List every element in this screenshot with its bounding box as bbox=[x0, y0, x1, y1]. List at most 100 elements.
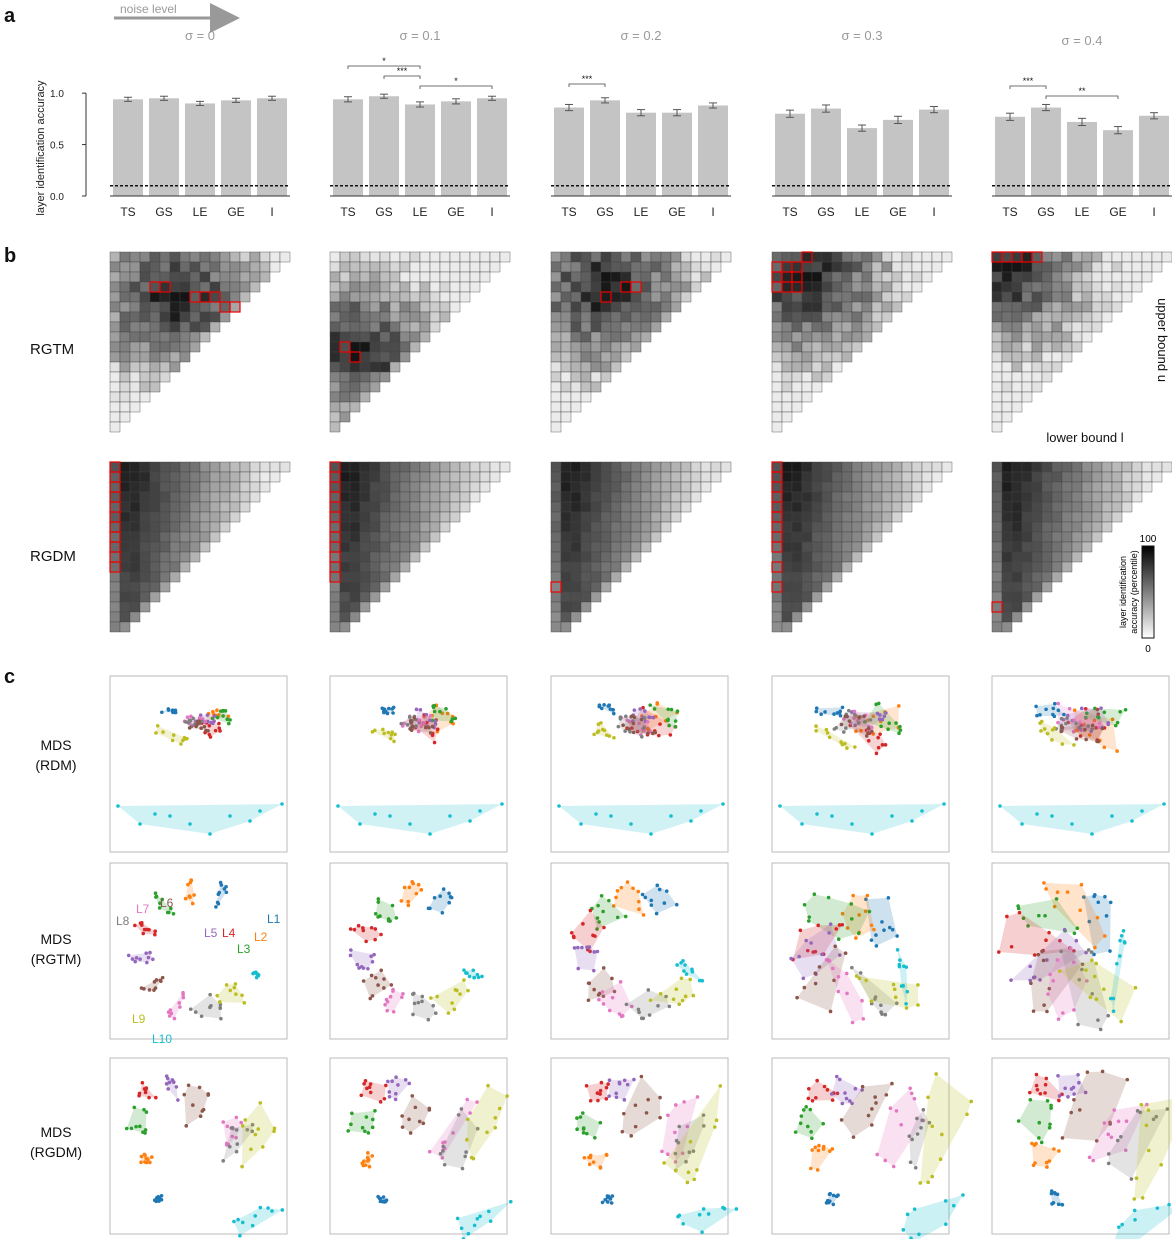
layer-point bbox=[857, 913, 861, 917]
layer-point bbox=[1092, 718, 1097, 723]
heatmap-cell bbox=[1021, 301, 1033, 313]
layer-point bbox=[1106, 1013, 1111, 1018]
layer-point bbox=[1092, 894, 1096, 899]
layer-point bbox=[695, 1095, 700, 1099]
layer-point bbox=[228, 988, 233, 993]
layer-point bbox=[236, 1217, 240, 1222]
heatmap-cell bbox=[630, 261, 642, 273]
layer-point bbox=[809, 941, 813, 945]
layer-point bbox=[432, 895, 437, 900]
layer-point bbox=[428, 906, 432, 911]
layer-point bbox=[1047, 1125, 1052, 1130]
layer-point bbox=[361, 979, 366, 983]
mds-row-label: (RGDM) bbox=[30, 1144, 82, 1160]
heatmap-cell bbox=[269, 471, 281, 483]
heatmap-cell bbox=[349, 591, 361, 603]
heatmap-cell bbox=[329, 491, 341, 503]
layer-point bbox=[654, 911, 659, 916]
heatmap-cell bbox=[580, 251, 592, 263]
layer-point bbox=[802, 902, 807, 907]
heatmap-cell bbox=[620, 561, 632, 573]
heatmap-cell bbox=[580, 361, 592, 373]
heatmap-cell bbox=[339, 311, 351, 323]
heatmap-cell bbox=[119, 511, 131, 523]
error-bar bbox=[380, 93, 388, 99]
rgtm-heatmap bbox=[550, 251, 732, 433]
layer-point bbox=[1102, 745, 1107, 750]
heatmap-cell bbox=[389, 251, 401, 263]
heatmap-cell bbox=[199, 481, 211, 493]
layer-point bbox=[920, 809, 924, 813]
layer-point bbox=[1146, 1148, 1151, 1153]
heatmap-cell bbox=[620, 531, 632, 543]
heatmap-cell bbox=[851, 341, 863, 353]
heatmap-cell bbox=[1121, 471, 1133, 483]
heatmap-cell bbox=[349, 561, 361, 573]
heatmap-cell bbox=[580, 561, 592, 573]
layer-point bbox=[683, 963, 687, 967]
heatmap-cell bbox=[1011, 551, 1023, 563]
heatmap-cell bbox=[560, 371, 572, 383]
layer-point bbox=[258, 809, 262, 813]
layer-point bbox=[480, 974, 484, 979]
heatmap-cell bbox=[259, 251, 271, 263]
layer-point bbox=[216, 901, 221, 906]
heatmap-cell bbox=[159, 521, 171, 533]
heatmap-cell bbox=[610, 281, 622, 293]
heatmap-cell bbox=[119, 611, 131, 623]
layer-point bbox=[633, 1124, 638, 1129]
heatmap-cell bbox=[1011, 321, 1023, 333]
heatmap-cell bbox=[580, 371, 592, 383]
heatmap-cell bbox=[1071, 551, 1083, 563]
heatmap-cell bbox=[1061, 501, 1073, 513]
heatmap-cell bbox=[921, 481, 933, 493]
layer-point bbox=[1039, 729, 1043, 733]
heatmap-cell bbox=[1051, 351, 1063, 363]
layer-point bbox=[1065, 716, 1069, 720]
heatmap-cell bbox=[199, 301, 211, 313]
heatmap-cell bbox=[359, 251, 371, 263]
layer-point bbox=[1041, 958, 1046, 963]
layer-point bbox=[843, 1091, 847, 1095]
layer-point bbox=[184, 1124, 189, 1128]
heatmap-cell bbox=[901, 501, 913, 513]
heatmap-cell bbox=[700, 461, 712, 473]
heatmap-cell bbox=[801, 251, 813, 263]
heatmap-cell bbox=[149, 491, 161, 503]
layer-point bbox=[126, 953, 131, 958]
layer-point bbox=[381, 1195, 386, 1199]
heatmap-cell bbox=[349, 391, 361, 403]
layer-point bbox=[612, 735, 616, 740]
layer-point bbox=[1050, 1202, 1054, 1206]
heatmap-cell bbox=[149, 271, 161, 283]
rgdm-heatmap bbox=[991, 461, 1172, 633]
layer-point bbox=[228, 1144, 232, 1149]
heatmap-cell bbox=[1011, 601, 1023, 613]
heatmap-cell bbox=[329, 511, 341, 523]
heatmap-cell bbox=[891, 271, 903, 283]
heatmap-cell bbox=[781, 321, 793, 333]
category-label: GS bbox=[817, 205, 834, 219]
layer-point bbox=[942, 802, 946, 806]
layer-point bbox=[445, 711, 450, 716]
heatmap-cell bbox=[159, 501, 171, 513]
layer-point bbox=[623, 729, 627, 733]
heatmap-cell bbox=[781, 381, 793, 393]
heatmap-cell bbox=[1021, 331, 1033, 343]
layer-point bbox=[667, 1004, 672, 1009]
heatmap-cell bbox=[359, 371, 371, 383]
heatmap-cell bbox=[620, 251, 632, 263]
heatmap-cell bbox=[419, 301, 431, 313]
bar bbox=[554, 107, 584, 196]
layer-point bbox=[475, 1100, 479, 1104]
heatmap-cell bbox=[1021, 551, 1033, 563]
heatmap-cell bbox=[199, 321, 211, 333]
heatmap-cell bbox=[570, 321, 582, 333]
heatmap-cell bbox=[590, 471, 602, 483]
heatmap-cell bbox=[459, 291, 471, 303]
heatmap-cell bbox=[469, 471, 481, 483]
layer-point bbox=[391, 711, 395, 715]
heatmap-cell bbox=[129, 291, 141, 303]
heatmap-cell bbox=[700, 261, 712, 273]
heatmap-cell bbox=[590, 481, 602, 493]
